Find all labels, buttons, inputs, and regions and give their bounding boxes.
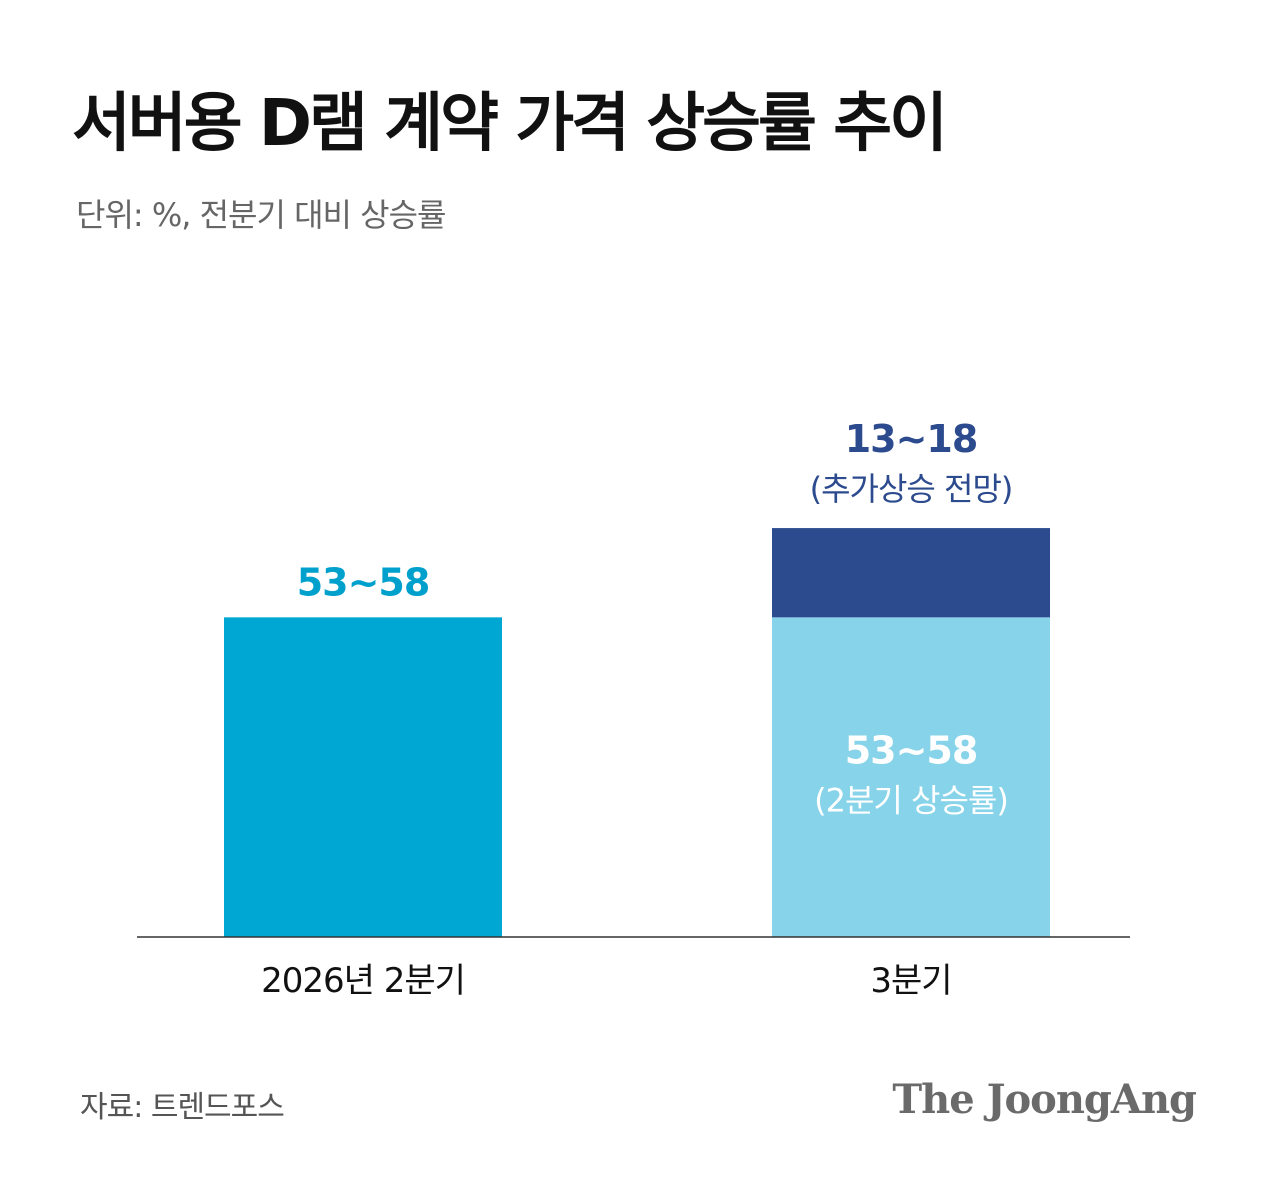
bar-1-segment-1 [224, 617, 502, 937]
bar-2-segment-2 [772, 528, 1050, 618]
data-sublabel-2-base: (2분기 상승률) [814, 781, 1008, 819]
chart-unit-note: 단위: %, 전분기 대비 상승률 [76, 196, 446, 234]
brand-logo: The JoongAng [892, 1076, 1197, 1123]
x-tick-label-2: 3분기 [870, 961, 951, 1001]
bar-2-segment-1 [772, 617, 1050, 937]
x-tick-label-1: 2026년 2분기 [261, 961, 465, 1001]
data-sublabel-2-additional: (추가상승 전망) [810, 470, 1013, 508]
chart-title: 서버용 D램 계약 가격 상승률 추이 [72, 87, 948, 161]
data-label-1: 53~58 [297, 560, 430, 604]
source-note: 자료: 트렌드포스 [80, 1090, 285, 1125]
data-label-2-additional: 13~18 [845, 417, 978, 461]
data-label-2-base: 53~58 [845, 728, 978, 772]
